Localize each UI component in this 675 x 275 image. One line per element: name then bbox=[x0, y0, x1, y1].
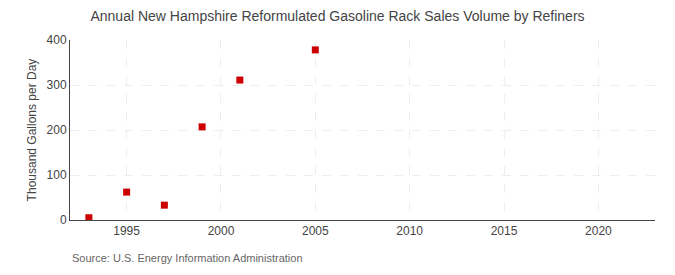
svg-text:1995: 1995 bbox=[113, 224, 140, 238]
svg-text:2000: 2000 bbox=[208, 224, 235, 238]
svg-text:400: 400 bbox=[47, 33, 67, 47]
svg-text:Source: U.S. Energy Informatio: Source: U.S. Energy Information Administ… bbox=[72, 252, 303, 264]
svg-text:100: 100 bbox=[47, 168, 67, 182]
svg-text:0: 0 bbox=[60, 213, 67, 227]
svg-text:Annual New Hampshire Reformula: Annual New Hampshire Reformulated Gasoli… bbox=[90, 8, 584, 24]
svg-text:2020: 2020 bbox=[585, 224, 612, 238]
svg-text:2005: 2005 bbox=[302, 224, 329, 238]
svg-text:300: 300 bbox=[47, 78, 67, 92]
svg-text:200: 200 bbox=[47, 123, 67, 137]
svg-text:Thousand Gallons per Day: Thousand Gallons per Day bbox=[25, 59, 39, 202]
svg-text:2015: 2015 bbox=[491, 224, 518, 238]
svg-text:2010: 2010 bbox=[396, 224, 423, 238]
